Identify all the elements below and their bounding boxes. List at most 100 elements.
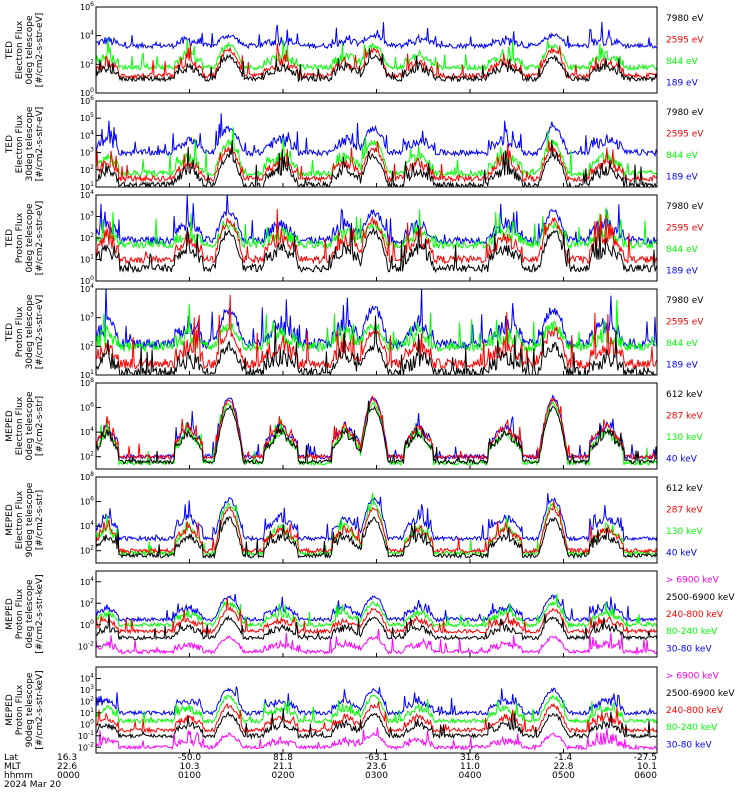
y-axis-label-line: 0deg telescope (25, 15, 35, 85)
y-axis-label-line: TED (5, 323, 15, 342)
footer-value: -27.5 (634, 753, 657, 763)
footer-value: 0400 (459, 771, 482, 781)
y-tick-label: 102 (80, 695, 94, 706)
y-tick-label: 10-2 (78, 640, 94, 651)
y-tick-label: 101 (80, 707, 94, 718)
legend-entry: 30-80 keV (666, 644, 712, 654)
y-axis-label: TED Electron Flux 0deg telescope [#/cm2-s-s… (5, 13, 45, 88)
plot-area (96, 686, 657, 752)
footer-value: 0600 (634, 771, 657, 781)
y-axis-label: TED Proton Flux 30deg telescope [#/cm2-s-st… (5, 294, 45, 369)
legend-entry: 287 keV (666, 505, 703, 515)
plot-area (96, 21, 657, 83)
flux-panel: 104 103 102 101 100 TED Proton Flux 0deg telesc… (5, 189, 704, 286)
series-line-black (96, 48, 657, 83)
legend-entry: 7980 eV (666, 108, 704, 118)
series-line-magenta (96, 628, 657, 656)
legend-entry: 40 keV (666, 548, 698, 558)
legend-entry: 130 keV (666, 527, 703, 537)
legend-entry: > 6900 keV (666, 672, 720, 682)
footer-value: 81.8 (273, 753, 293, 763)
y-axis-label: MEPED Electron Flux 0deg telescope [#/cm2-s… (5, 391, 45, 461)
y-tick-label: 104 (80, 129, 94, 140)
legend-entry: 30-80 keV (666, 740, 712, 750)
y-axis-label-line: 30deg telescope (25, 106, 35, 181)
series-line-black (96, 139, 657, 187)
legend-entry: 80-240 keV (666, 627, 718, 637)
footer-value: -63.1 (365, 753, 388, 763)
y-tick-label: 102 (80, 164, 94, 175)
y-axis-label-line: [#/cm2-s-str-eV] (35, 295, 45, 370)
y-axis-label: MEPED Proton Flux 90deg telescope [#/cm2-s-… (5, 670, 45, 749)
legend-entry: 2595 eV (666, 317, 704, 327)
y-tick-label: 106 (80, 402, 94, 413)
flux-panel: 106 105 104 103 102 101 TED Electron Flux 30deg … (5, 95, 704, 192)
y-axis-label-line: Electron Flux (15, 114, 25, 173)
y-axis-label-line: MEPED (5, 694, 15, 726)
footer-value: 0500 (552, 771, 575, 781)
y-tick-label: 100 (80, 718, 94, 729)
legend-entry: 612 keV (666, 390, 703, 400)
legend-entry: 240-800 keV (666, 610, 724, 620)
legend-entry: 844 eV (666, 151, 699, 161)
y-tick-label: 104 (80, 426, 94, 437)
legend-entry: 240-800 keV (666, 706, 724, 716)
y-axis-label-line: 90deg telescope (25, 672, 35, 747)
y-tick-label: 103 (80, 147, 94, 158)
y-axis-label-line: [#/cm2-s-str-keV] (35, 574, 45, 653)
y-tick-label: 103 (80, 684, 94, 695)
series-line-green (96, 127, 657, 178)
legend-entry: 2595 eV (666, 35, 704, 45)
series-line-red (96, 43, 657, 80)
footer-row-label: MLT (4, 762, 22, 772)
legend-entry: 2595 eV (666, 129, 704, 139)
y-tick-label: 102 (80, 340, 94, 351)
y-tick-label: 106 (80, 496, 94, 507)
y-tick-label: 100 (80, 275, 94, 286)
series-line-black (96, 400, 657, 466)
footer-value: 0000 (57, 771, 80, 781)
y-axis-label-line: Proton Flux (15, 684, 25, 735)
y-axis-label-line: Proton Flux (15, 212, 25, 263)
flux-panel: 108 106 104 102 MEPED Electron Flux 90deg tele… (5, 471, 703, 564)
flux-panel: 108 106 104 102 MEPED Electron Flux 0deg teles… (5, 377, 703, 470)
y-tick-label: 102 (80, 451, 94, 462)
y-axis-label-line: [#/cm2-s-str-eV] (35, 107, 45, 182)
y-axis-label-line: [#/cm2-s-str-eV] (35, 13, 45, 88)
y-axis-label-line: [#/cm2-s-str] (35, 396, 45, 456)
y-tick-label: 108 (80, 471, 94, 482)
y-tick-label: 102 (80, 232, 94, 243)
series-line-blue (96, 195, 657, 246)
legend-entry: 612 keV (666, 484, 703, 494)
y-tick-label: 105 (80, 112, 94, 123)
plot-area (96, 195, 657, 274)
footer-value: 0200 (272, 771, 295, 781)
y-tick-label: 10-2 (78, 741, 94, 752)
series-line-black (96, 708, 657, 740)
legend-entry: 7980 eV (666, 202, 704, 212)
y-axis-label-line: 0deg telescope (25, 391, 35, 461)
y-tick-label: 101 (80, 254, 94, 265)
plot-area (96, 113, 657, 187)
legend-entry: 2595 eV (666, 223, 704, 233)
series-line-magenta (96, 727, 657, 752)
series-line-red (96, 500, 657, 555)
y-tick-label: 103 (80, 312, 94, 323)
y-axis-label-line: MEPED (5, 598, 15, 630)
footer-value: 10.3 (179, 762, 199, 772)
series-line-blue (96, 493, 657, 543)
footer-value: 31.6 (460, 753, 480, 763)
series-line-blue (96, 394, 657, 461)
y-axis-label-line: TED (5, 135, 15, 154)
plot-area (96, 289, 657, 375)
y-axis-label-line: [#/cm2-s-str] (35, 490, 45, 550)
flux-panel: 106 104 102 100 TED Electron Flux 0deg telesco… (5, 1, 704, 98)
y-tick-label: 104 (80, 672, 94, 683)
y-tick-label: 100 (80, 87, 94, 98)
footer-date: 2024 Mar 20 (4, 780, 61, 790)
series-line-blue (96, 113, 657, 158)
y-tick-label: 104 (80, 283, 94, 294)
legend-entry: 2500-6900 keV (666, 593, 735, 603)
footer-value: 0300 (365, 771, 388, 781)
series-line-green (96, 694, 657, 725)
